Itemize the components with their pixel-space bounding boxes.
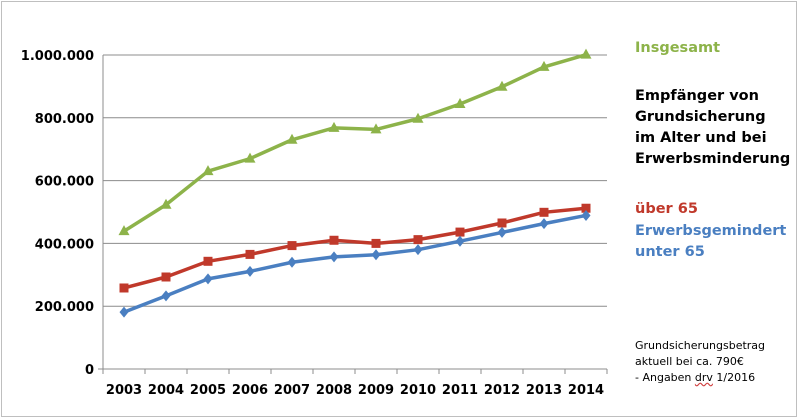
data-point bbox=[581, 203, 591, 213]
data-point bbox=[329, 235, 339, 245]
x-tick-label: 2012 bbox=[484, 383, 520, 398]
data-point bbox=[496, 80, 508, 91]
data-point bbox=[161, 272, 171, 282]
footnote-prefix: - Angaben bbox=[635, 371, 695, 384]
x-tick-label: 2008 bbox=[316, 383, 352, 398]
footnote-source: drv bbox=[694, 371, 713, 384]
data-point bbox=[160, 198, 172, 209]
x-tick-label: 2006 bbox=[232, 383, 268, 398]
y-tick-label: 1.000.000 bbox=[21, 49, 94, 64]
series-lines bbox=[118, 48, 592, 318]
data-point bbox=[371, 238, 381, 248]
data-point bbox=[413, 235, 423, 245]
data-point bbox=[287, 256, 297, 268]
data-point bbox=[161, 290, 171, 302]
data-point bbox=[454, 97, 466, 108]
footnote-line: - Angaben drv 1/2016 bbox=[635, 370, 765, 386]
data-point bbox=[497, 226, 507, 238]
x-tick-label: 2013 bbox=[526, 383, 562, 398]
data-point bbox=[202, 165, 214, 176]
axes bbox=[98, 55, 608, 374]
data-point bbox=[538, 60, 550, 71]
data-point bbox=[203, 256, 213, 266]
y-tick-label: 0 bbox=[85, 363, 94, 378]
series-line bbox=[122, 206, 588, 290]
legend-disabled-under65: Erwerbsgemindert unter 65 bbox=[635, 221, 800, 263]
data-point bbox=[244, 152, 256, 163]
y-tick-label: 200.000 bbox=[35, 300, 94, 315]
x-tick-label: 2004 bbox=[148, 383, 184, 398]
y-tick-label: 400.000 bbox=[35, 237, 94, 252]
data-point bbox=[119, 283, 129, 293]
gridlines bbox=[103, 54, 607, 307]
series-line bbox=[122, 52, 588, 233]
data-point bbox=[580, 48, 592, 59]
footnote-line: Grundsicherungsbetrag bbox=[635, 339, 766, 352]
footnote-line: aktuell bei ca. 790€ bbox=[635, 355, 744, 368]
data-point bbox=[539, 218, 549, 230]
chart-title-line: Grundsicherung bbox=[635, 109, 766, 125]
data-point bbox=[203, 273, 213, 285]
data-point bbox=[118, 225, 130, 236]
chart-title-line: Empfänger von bbox=[635, 88, 759, 104]
x-tick-label: 2014 bbox=[568, 383, 604, 398]
x-tick-label: 2010 bbox=[400, 383, 436, 398]
x-tick-label: 2011 bbox=[442, 383, 478, 398]
legend-total: Insgesamt bbox=[635, 40, 721, 56]
data-point bbox=[328, 121, 340, 132]
data-point bbox=[455, 235, 465, 247]
series-line bbox=[122, 213, 588, 314]
x-tick-label: 2009 bbox=[358, 383, 394, 398]
data-point bbox=[455, 227, 465, 237]
data-point bbox=[245, 249, 255, 259]
x-tick-label: 2003 bbox=[106, 383, 142, 398]
data-point bbox=[371, 249, 381, 261]
data-point bbox=[245, 265, 255, 277]
y-tick-label: 800.000 bbox=[35, 112, 94, 127]
legend-over65: über 65 bbox=[635, 201, 698, 217]
data-point bbox=[539, 207, 549, 217]
y-tick-label: 600.000 bbox=[35, 175, 94, 190]
y-tick-labels: 0 200.000 400.000 600.000 800.000 1.000.000 bbox=[21, 49, 94, 378]
data-point bbox=[286, 133, 298, 144]
legend-disabled-line: unter 65 bbox=[635, 244, 705, 260]
chart-title-line: im Alter und bei bbox=[635, 130, 767, 146]
data-point bbox=[287, 241, 297, 251]
chart-title: Empfänger von Grundsicherung im Alter un… bbox=[635, 86, 795, 170]
x-tick-label: 2005 bbox=[190, 383, 226, 398]
data-point bbox=[413, 244, 423, 256]
data-point bbox=[329, 251, 339, 263]
x-tick-label: 2007 bbox=[274, 383, 310, 398]
data-point bbox=[497, 218, 507, 228]
data-point bbox=[581, 209, 591, 221]
data-point bbox=[412, 112, 424, 123]
x-tick-labels: 2003 2004 2005 2006 2007 2008 2009 2010 2011 2012… bbox=[106, 383, 604, 398]
data-point bbox=[370, 123, 382, 134]
legend-disabled-line: Erwerbsgemindert bbox=[635, 223, 787, 239]
footnote: Grundsicherungsbetrag aktuell bei ca. 79… bbox=[635, 338, 765, 386]
data-point bbox=[119, 306, 129, 318]
footnote-suffix: 1/2016 bbox=[712, 371, 756, 384]
chart-title-line: Erwerbsminderung bbox=[635, 151, 791, 167]
